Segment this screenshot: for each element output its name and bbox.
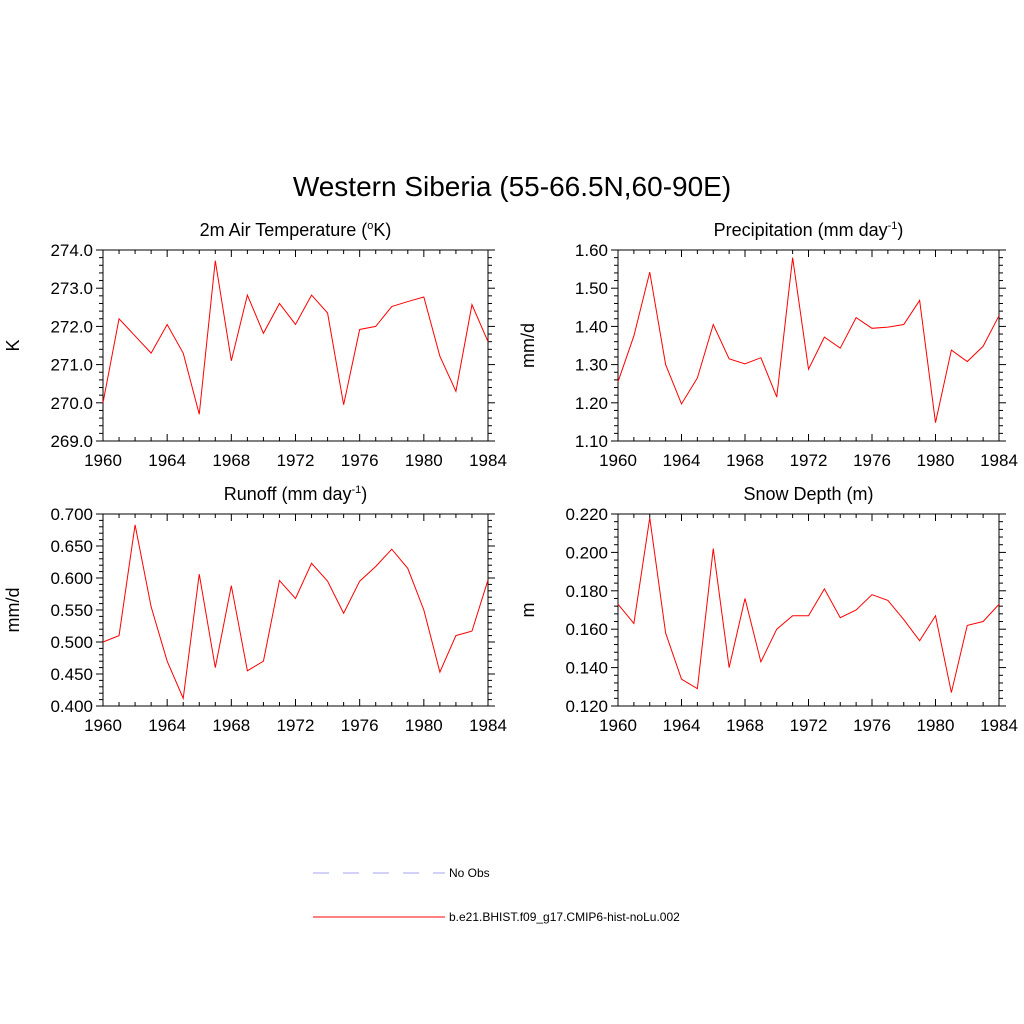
panel-title-after: K): [373, 220, 391, 240]
x-tick-label: 1980: [917, 451, 955, 470]
y-axis-label: mm/d: [518, 323, 538, 368]
y-tick-label: 0.160: [565, 620, 608, 639]
y-tick-label: 1.40: [575, 317, 608, 336]
panel-title: Snow Depth (m): [743, 484, 873, 504]
x-tick-label: 1964: [148, 451, 186, 470]
x-tick-label: 1972: [790, 451, 828, 470]
x-tick-label: 1980: [405, 451, 443, 470]
x-tick-label: 1960: [84, 716, 122, 735]
x-tick-label: 1968: [212, 451, 250, 470]
panel-title-sup: o: [367, 220, 373, 232]
y-tick-label: 0.450: [50, 665, 93, 684]
y-axis-label: mm/d: [3, 588, 23, 633]
panel-title: Runoff (mm day-1): [224, 484, 368, 504]
y-tick-label: 270.0: [50, 394, 93, 413]
y-tick-label: 1.50: [575, 279, 608, 298]
y-tick-label: 0.650: [50, 537, 93, 556]
panel-title-text: Precipitation (mm day: [714, 220, 888, 240]
y-tick-label: 0.220: [565, 505, 608, 524]
x-tick-label: 1984: [980, 451, 1018, 470]
panel-title-text: Runoff (mm day: [224, 484, 352, 504]
y-tick-label: 271.0: [50, 356, 93, 375]
chart-panel-4: Snow Depth (m) m 1960 1964 1968 1972 1976 1980 1…: [518, 484, 1018, 735]
panel-title: 2m Air Temperature (oK): [200, 220, 392, 240]
chart-panel-3: Runoff (mm day-1) mm/d 1960 1964 1968 1972 197…: [3, 484, 507, 735]
plot-frame: [617, 513, 1000, 707]
legend-label: No Obs: [449, 866, 490, 880]
y-tick-label: 0.200: [565, 543, 608, 562]
panel-title-text: 2m Air Temperature (: [200, 220, 368, 240]
plot-frame: [102, 513, 489, 707]
y-axis-label: K: [3, 339, 23, 351]
series-line: [617, 517, 1000, 693]
y-tick-label: 0.140: [565, 659, 608, 678]
x-tick-label: 1960: [599, 716, 637, 735]
x-tick-label: 1976: [853, 451, 891, 470]
x-tick-label: 1984: [469, 716, 507, 735]
x-tick-label: 1976: [341, 716, 379, 735]
x-tick-label: 1972: [277, 451, 315, 470]
panel-title-after: ): [897, 220, 903, 240]
y-tick-label: 0.120: [565, 697, 608, 716]
y-tick-label: 1.20: [575, 394, 608, 413]
panel-title-after: ): [361, 484, 367, 504]
y-tick-label: 0.550: [50, 601, 93, 620]
y-tick-label: 273.0: [50, 279, 93, 298]
panel-title-sup: -1: [351, 484, 361, 496]
plot-frame: [617, 249, 1000, 442]
x-tick-label: 1964: [663, 716, 701, 735]
legend-label: b.e21.BHIST.f09_g17.CMIP6-hist-noLu.002: [449, 910, 680, 924]
x-tick-label: 1964: [148, 716, 186, 735]
panel-title: Precipitation (mm day-1): [714, 220, 904, 240]
series-line: [617, 257, 1000, 423]
panels: 2m Air Temperature (oK) K 1960 1964 1968 1972…: [3, 220, 1018, 735]
y-axis-label: m: [518, 603, 538, 618]
x-tick-label: 1960: [84, 451, 122, 470]
y-tick-label: 0.500: [50, 633, 93, 652]
y-tick-label: 274.0: [50, 241, 93, 260]
legend: No Obs b.e21.BHIST.f09_g17.CMIP6-hist-noL…: [313, 866, 680, 924]
y-tick-label: 0.180: [565, 582, 608, 601]
y-tick-label: 0.600: [50, 569, 93, 588]
legend-item-2: b.e21.BHIST.f09_g17.CMIP6-hist-noLu.002: [313, 910, 680, 924]
x-tick-label: 1964: [663, 451, 701, 470]
x-tick-label: 1960: [599, 451, 637, 470]
panel-title-text: Snow Depth (m): [743, 484, 873, 504]
x-tick-label: 1968: [212, 716, 250, 735]
y-tick-label: 0.700: [50, 505, 93, 524]
y-tick-label: 0.400: [50, 697, 93, 716]
y-tick-label: 269.0: [50, 432, 93, 451]
y-tick-label: 1.60: [575, 241, 608, 260]
y-tick-label: 272.0: [50, 317, 93, 336]
x-tick-label: 1972: [277, 716, 315, 735]
x-tick-label: 1972: [790, 716, 828, 735]
x-tick-label: 1968: [726, 451, 764, 470]
series-line: [102, 260, 489, 415]
x-tick-label: 1976: [341, 451, 379, 470]
series-line: [102, 524, 489, 701]
x-tick-label: 1980: [917, 716, 955, 735]
y-tick-label: 1.30: [575, 356, 608, 375]
x-tick-label: 1976: [853, 716, 891, 735]
y-tick-label: 1.10: [575, 432, 608, 451]
main-title: Western Siberia (55-66.5N,60-90E): [293, 171, 731, 202]
x-tick-label: 1980: [405, 716, 443, 735]
plot-frame: [102, 249, 489, 442]
x-tick-label: 1984: [469, 451, 507, 470]
panel-title-sup: -1: [888, 220, 898, 232]
x-tick-label: 1968: [726, 716, 764, 735]
x-tick-label: 1984: [980, 716, 1018, 735]
legend-item-1: No Obs: [313, 866, 490, 880]
chart-panel-1: 2m Air Temperature (oK) K 1960 1964 1968 1972…: [3, 220, 507, 470]
chart-panel-2: Precipitation (mm day-1) mm/d 1960 1964 1968…: [518, 220, 1018, 470]
